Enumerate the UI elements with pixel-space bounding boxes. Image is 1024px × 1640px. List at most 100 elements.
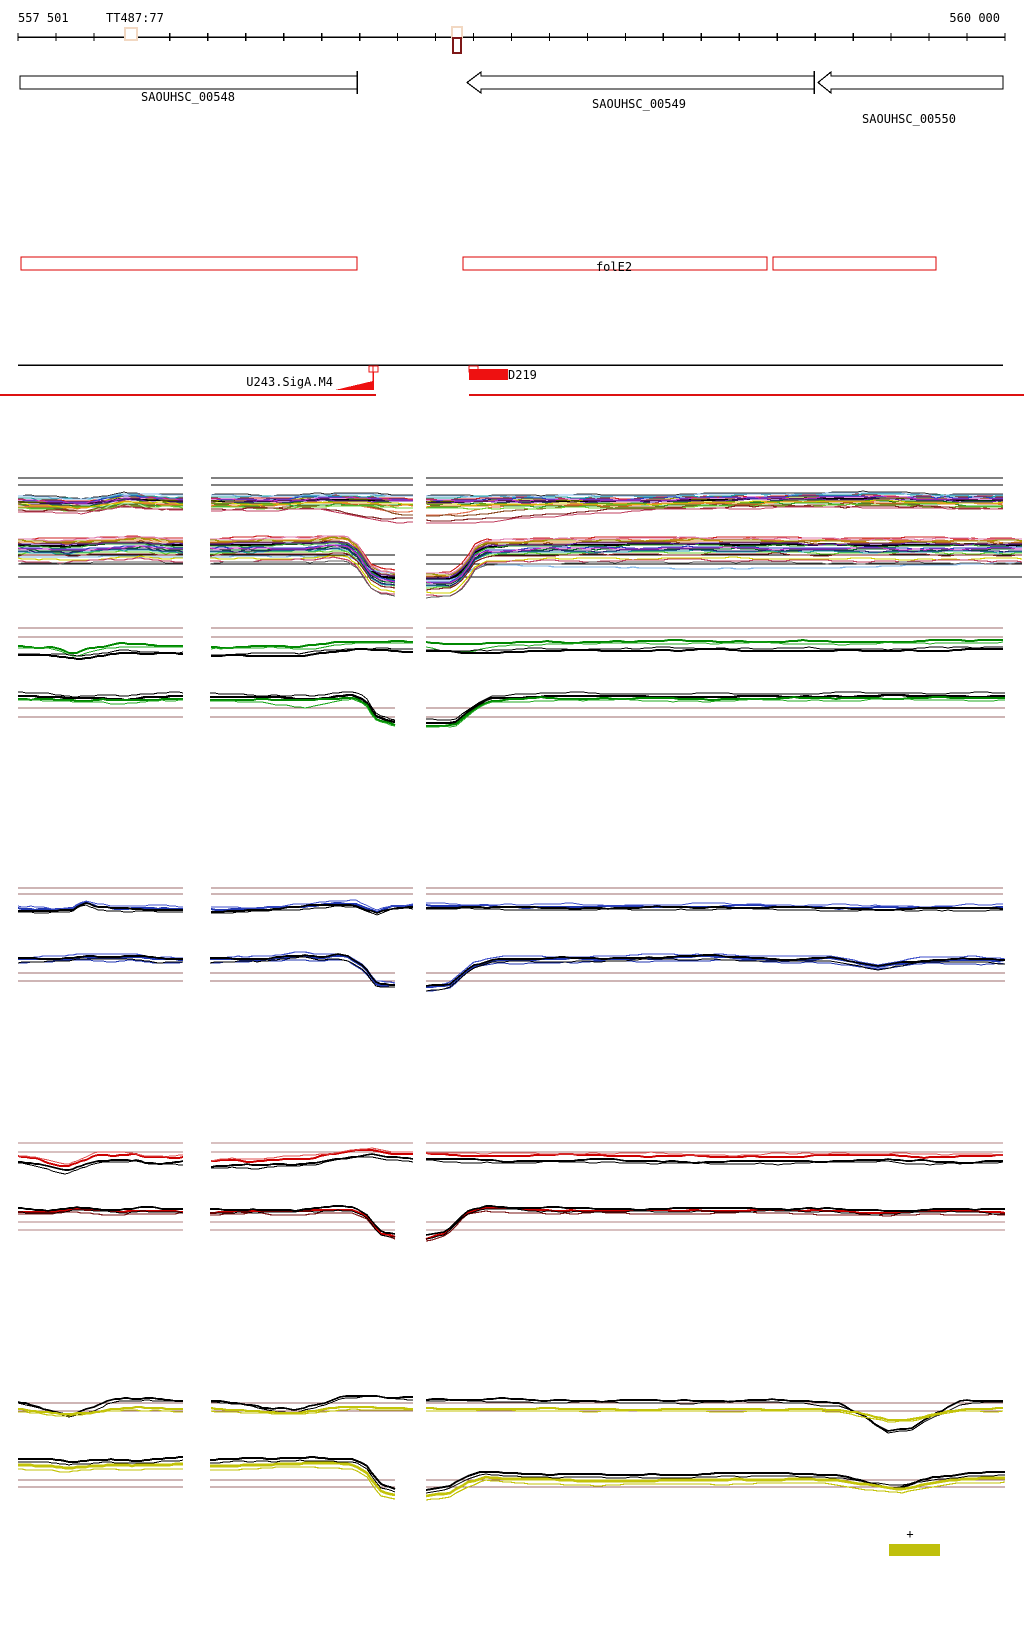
track-line-red-set-a <box>17 1153 184 1167</box>
track-line-overlay-all-samples-a <box>18 497 183 504</box>
gene-box-saouhsc_00548[interactable] <box>19 75 358 90</box>
track-line-red-set-b <box>425 1206 1006 1241</box>
track-line-overlay-all-samples-a <box>210 492 413 497</box>
track-line-overlay-all-samples-b <box>209 560 396 597</box>
track-line-blue-set-a <box>18 904 183 914</box>
track-line-overlay-all-samples-b <box>426 542 1022 579</box>
track-line-overlay-all-samples-b <box>426 536 1022 574</box>
track-line-overlay-all-samples-b <box>426 538 1023 576</box>
tss-triangle[interactable] <box>335 381 373 390</box>
track-line-green-set-a <box>426 646 1003 652</box>
track-line-overlay-all-samples-b <box>17 553 183 557</box>
track-line-red-set-a <box>425 1152 1003 1160</box>
track-line-yellow-set-a <box>426 1409 1004 1423</box>
track-line-overlay-all-samples-a <box>211 508 413 524</box>
track-line-overlay-all-samples-a <box>211 496 413 502</box>
track-line-yellow-set-a <box>18 1409 183 1417</box>
track-line-green-set-a <box>18 649 184 657</box>
track-line-green-set-b <box>426 691 1005 721</box>
track-line-green-set-a <box>425 641 1004 653</box>
track-line-yellow-set-b <box>18 1459 184 1466</box>
track-line-red-set-b <box>425 1208 1005 1240</box>
track-line-red-set-a <box>426 1158 1003 1164</box>
track-line-red-set-b <box>425 1210 1005 1242</box>
track-line-overlay-all-samples-a <box>210 499 413 504</box>
track-line-blue-set-b <box>210 953 395 986</box>
track-line-blue-set-a <box>426 902 1003 908</box>
track-line-red-set-b <box>18 1206 183 1212</box>
track-line-green-set-a <box>211 647 413 656</box>
gene-arrow-saouhsc_00549[interactable] <box>466 70 815 95</box>
track-line-red-set-b <box>18 1211 183 1216</box>
track-line-yellow-set-a <box>210 1408 413 1415</box>
track-line-green-set-b <box>18 697 183 702</box>
track-line-blue-set-b <box>210 959 395 988</box>
track-line-overlay-all-samples-b <box>18 536 183 542</box>
gene-label-saouhsc-00550: SAOUHSC_00550 <box>862 112 956 126</box>
track-line-yellow-set-b <box>18 1462 183 1470</box>
track-line-yellow-set-b <box>210 1466 396 1500</box>
gene-label-saouhsc-00549: SAOUHSC_00549 <box>592 97 686 111</box>
probe-box-1[interactable] <box>462 256 768 271</box>
probe-box-2[interactable] <box>772 256 937 271</box>
ruler-feature-box[interactable] <box>124 27 138 41</box>
d219-box[interactable] <box>469 369 508 380</box>
gene-arrow-saouhsc_00550[interactable] <box>817 70 1004 95</box>
track-line-yellow-set-b <box>210 1461 396 1497</box>
track-line-overlay-all-samples-b <box>209 552 396 589</box>
track-line-blue-set-b <box>209 956 395 988</box>
track-line-green-set-b <box>426 698 1005 728</box>
track-line-red-set-b <box>210 1209 395 1238</box>
track-line-green-set-b <box>426 695 1005 727</box>
tss-flag-box[interactable] <box>372 365 379 373</box>
track-line-overlay-all-samples-a <box>211 493 413 498</box>
track-line-overlay-all-samples-b <box>210 541 395 577</box>
track-line-overlay-all-samples-a <box>18 505 183 515</box>
track-line-overlay-all-samples-a <box>426 505 1003 524</box>
track-line-green-set-a <box>211 640 413 649</box>
track-line-red-set-a <box>211 1149 413 1163</box>
track-line-blue-set-a <box>211 899 414 911</box>
track-line-red-set-b <box>425 1205 1005 1236</box>
track-line-red-set-a <box>210 1147 413 1162</box>
track-line-blue-set-a <box>211 905 414 916</box>
probe-box-0[interactable] <box>20 256 358 271</box>
track-line-overlay-all-samples-b <box>425 561 1022 599</box>
track-line-blue-set-b <box>425 958 1005 992</box>
d219-label: D219 <box>508 368 537 382</box>
track-line-blue-set-b <box>425 954 1005 987</box>
track-line-blue-set-a <box>426 905 1004 911</box>
track-line-overlay-all-samples-b <box>18 555 183 558</box>
ruler-marker-top-box[interactable] <box>451 26 463 39</box>
track-line-blue-set-a <box>211 904 413 914</box>
track-line-green-set-a <box>18 646 183 657</box>
track-line-blue-set-b <box>426 959 1006 992</box>
track-line-overlay-all-samples-a <box>426 503 1003 510</box>
track-line-green-set-b <box>18 691 184 698</box>
track-line-red-set-a <box>426 1151 1003 1157</box>
track-line-green-set-b <box>18 694 183 702</box>
track-line-overlay-all-samples-a <box>18 503 183 509</box>
track-line-overlay-all-samples-a <box>211 494 413 498</box>
track-line-yellow-set-b <box>210 1456 396 1490</box>
track-line-overlay-all-samples-a <box>211 501 413 506</box>
track-line-yellow-set-b <box>425 1479 1006 1501</box>
track-line-yellow-set-b <box>425 1471 1005 1491</box>
track-line-blue-set-b <box>18 955 183 960</box>
track-line-yellow-set-b <box>425 1475 1005 1498</box>
track-line-blue-set-a <box>17 900 183 912</box>
tss-flag-box[interactable] <box>368 365 374 373</box>
probe-label-fole2: folE2 <box>595 260 633 274</box>
track-line-yellow-set-a <box>425 1397 1003 1432</box>
ruler-marker-bottom-box[interactable] <box>452 37 462 54</box>
track-line-overlay-all-samples-b <box>18 542 184 546</box>
track-line-green-set-b <box>210 691 396 721</box>
track-line-overlay-all-samples-a <box>426 492 1003 498</box>
track-line-overlay-all-samples-b <box>425 556 1023 594</box>
track-line-overlay-all-samples-b <box>18 557 183 564</box>
track-line-overlay-all-samples-b <box>210 542 396 581</box>
track-line-overlay-all-samples-b <box>426 558 1023 597</box>
track-line-blue-set-a <box>18 902 183 912</box>
track-line-green-set-b <box>210 697 396 726</box>
